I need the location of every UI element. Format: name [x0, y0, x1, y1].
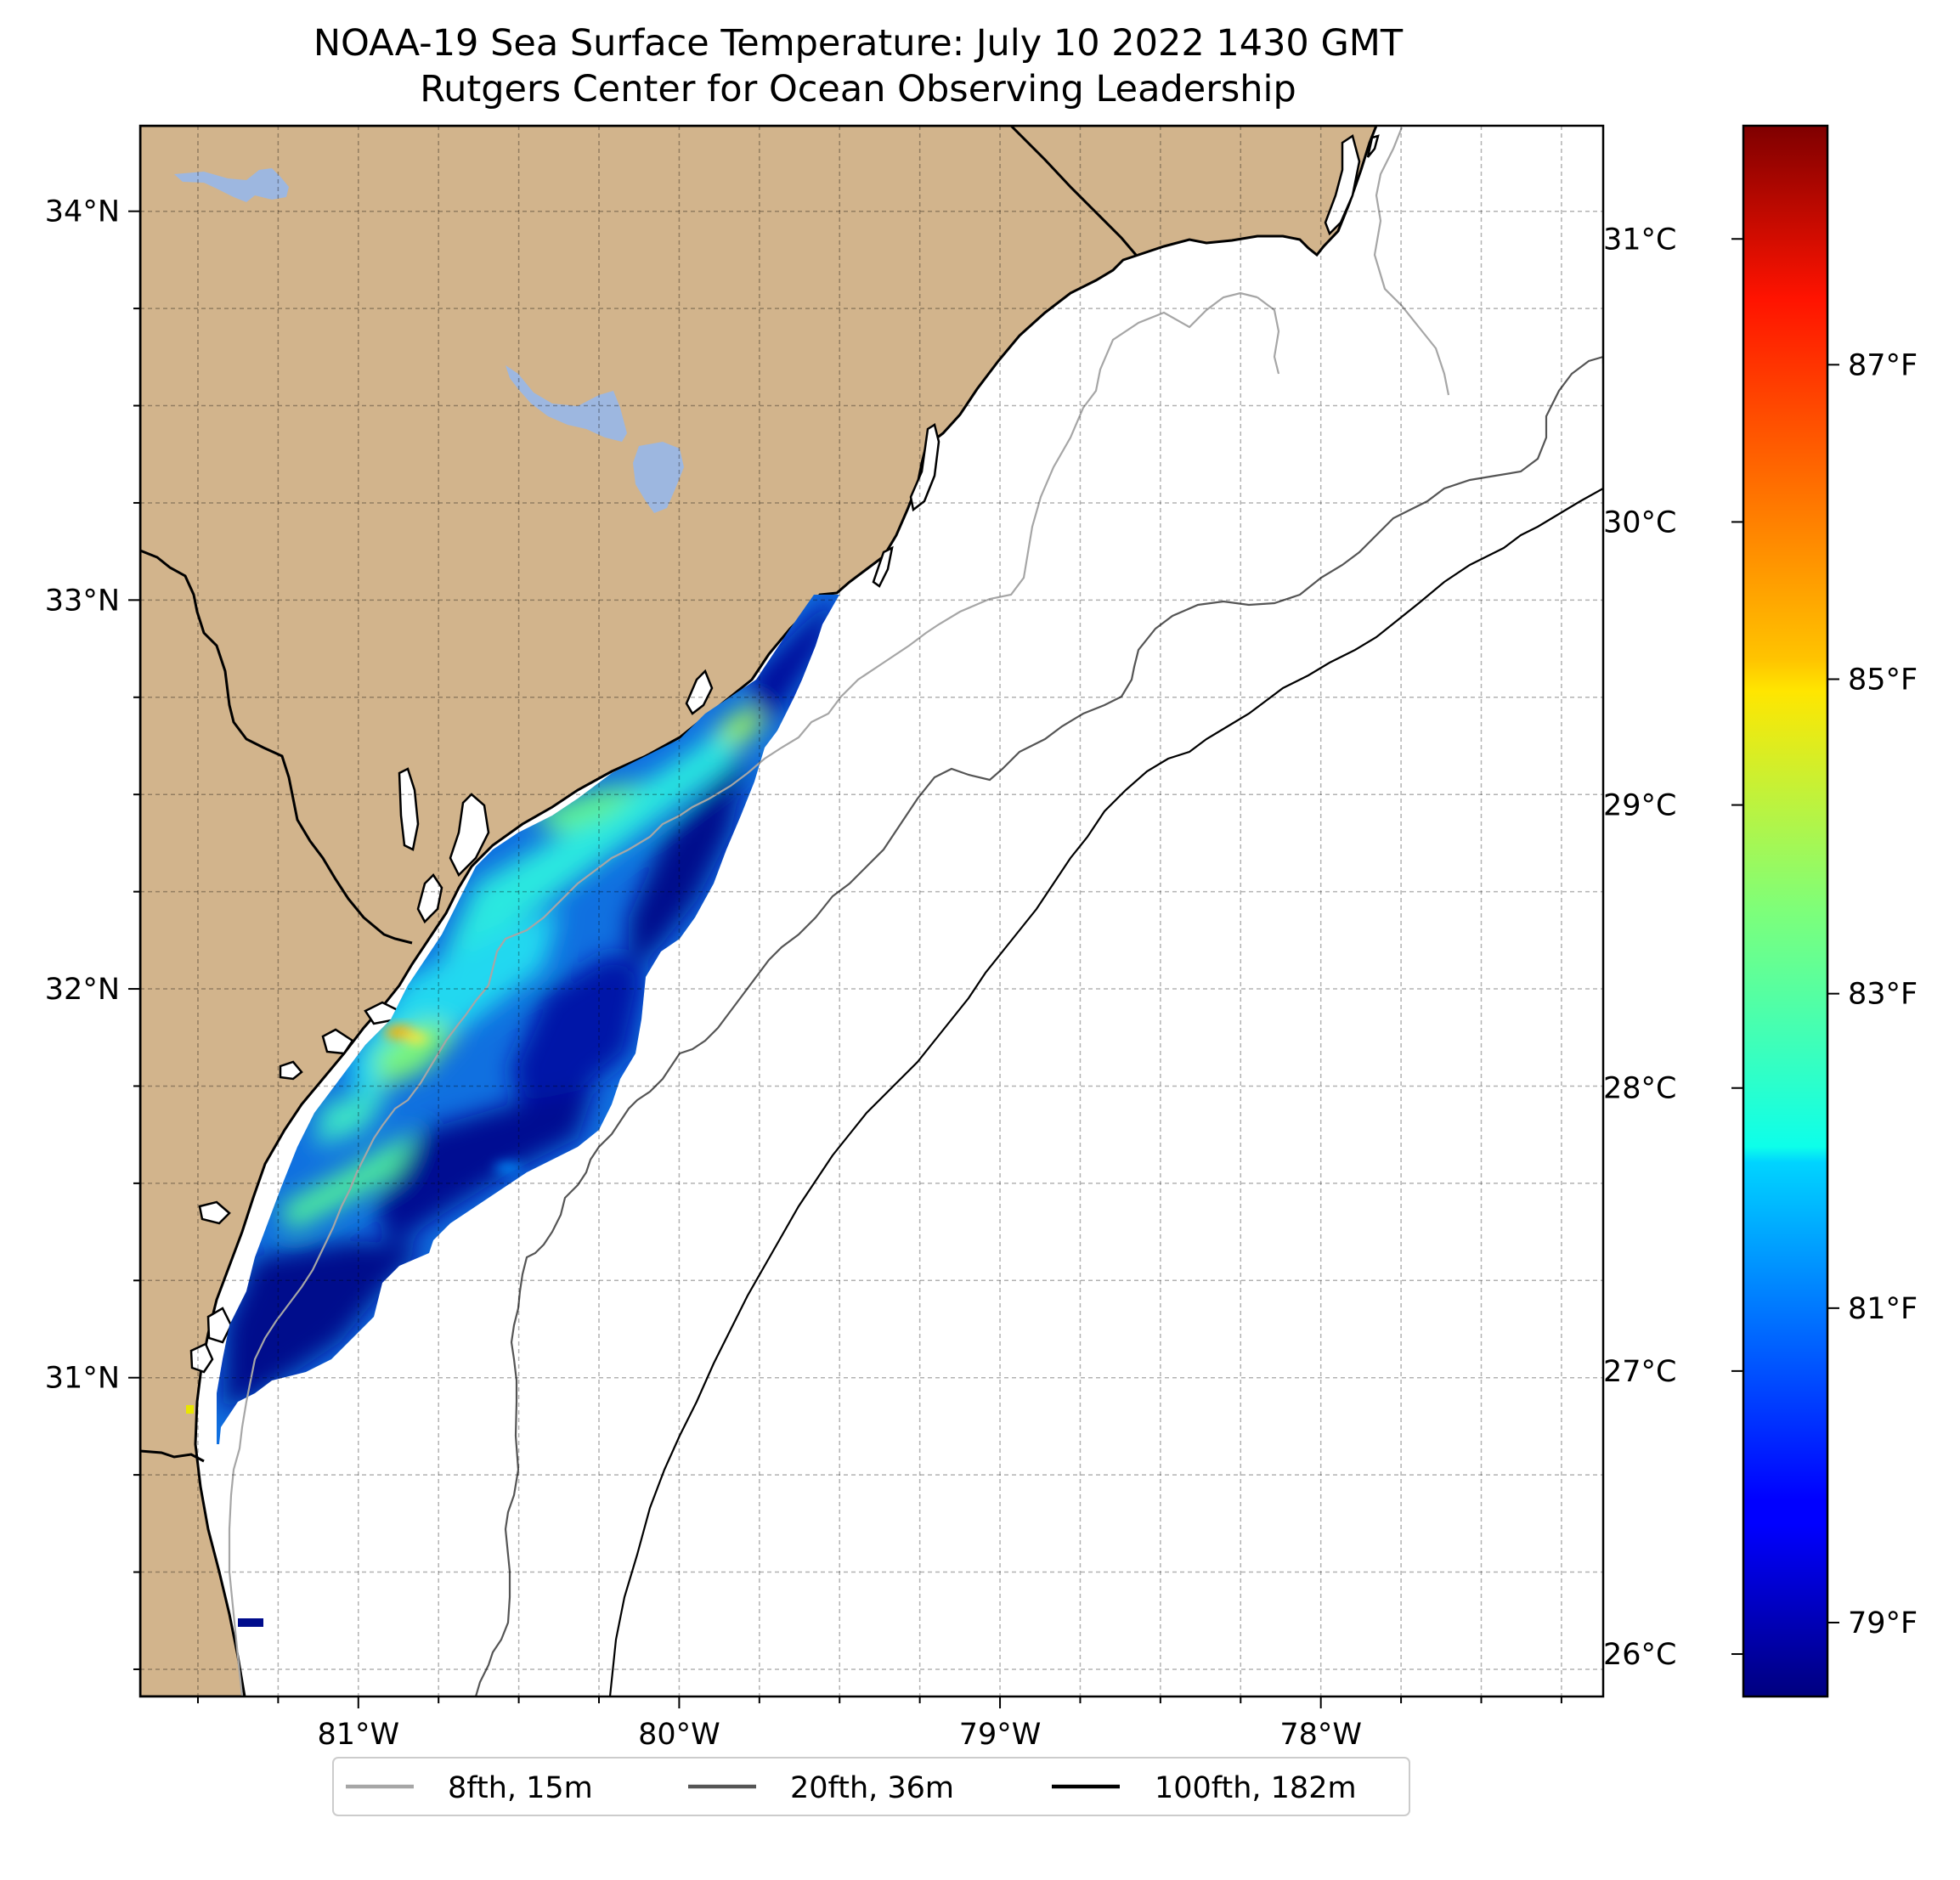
lon-axis: 81°W 80°W 79°W 78°W	[196, 1697, 1562, 1752]
celsius-tick-label: 30°C	[1603, 505, 1676, 539]
isobath-100fth	[608, 488, 1603, 1697]
celsius-tick-label: 31°C	[1603, 223, 1676, 257]
lakes	[174, 168, 684, 513]
celsius-tick-label: 27°C	[1603, 1355, 1676, 1389]
borders	[140, 126, 1138, 1463]
fahrenheit-tick-label: 83°F	[1848, 978, 1918, 1012]
legend-label-20fth: 20fth, 36m	[790, 1771, 954, 1805]
sst-swath	[186, 595, 839, 1627]
inlets	[189, 133, 1380, 1374]
lat-tick-label: 31°N	[45, 1362, 120, 1396]
map-frame	[138, 124, 1605, 1698]
legend: 8fth, 15m 20fth, 36m 100fth, 182m	[332, 1757, 1410, 1816]
map-area	[140, 126, 1603, 1697]
lat-tick-label: 32°N	[45, 973, 120, 1007]
isobath-8fth	[228, 127, 1450, 1697]
lon-tick-label: 78°W	[1279, 1718, 1362, 1752]
lon-tick-label: 81°W	[317, 1718, 399, 1752]
celsius-tick-label: 28°C	[1603, 1072, 1676, 1106]
fahrenheit-tick-label: 81°F	[1848, 1292, 1918, 1326]
fahrenheit-tick-label: 79°F	[1848, 1606, 1918, 1640]
celsius-tick-label: 29°C	[1603, 789, 1676, 823]
isobath-20fth	[474, 355, 1603, 1697]
fahrenheit-tick-label: 87°F	[1848, 348, 1918, 382]
colorbar-fahrenheit-axis: 79°F 81°F 83°F 85°F 87°F	[1827, 348, 1918, 1640]
legend-box	[332, 1757, 1410, 1816]
lat-tick-label: 34°N	[45, 195, 120, 229]
map-subtitle: Rutgers Center for Ocean Observing Leade…	[420, 68, 1296, 110]
lat-axis: 31°N 32°N 33°N 34°N	[45, 195, 140, 1670]
fahrenheit-tick-label: 85°F	[1848, 663, 1918, 697]
gridlines	[140, 126, 1603, 1697]
land-mass	[140, 126, 1378, 1697]
colorbar	[1742, 124, 1829, 1698]
colorbar-celsius-axis: 26°C 27°C 28°C 29°C 30°C 31°C	[1603, 223, 1743, 1672]
map-title: NOAA-19 Sea Surface Temperature: July 10…	[313, 22, 1404, 65]
lat-tick-label: 33°N	[45, 584, 120, 618]
celsius-tick-label: 26°C	[1603, 1638, 1676, 1672]
legend-label-100fth: 100fth, 182m	[1155, 1771, 1357, 1805]
lon-tick-label: 79°W	[959, 1718, 1042, 1752]
lon-tick-label: 80°W	[638, 1718, 720, 1752]
legend-label-8fth: 8fth, 15m	[448, 1771, 593, 1805]
